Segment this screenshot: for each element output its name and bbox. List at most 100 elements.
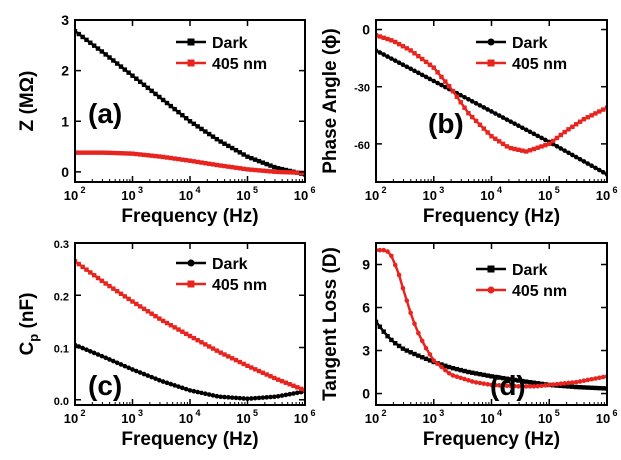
data-point bbox=[408, 48, 413, 53]
data-point bbox=[233, 165, 239, 170]
data-point bbox=[573, 154, 579, 160]
data-point bbox=[222, 394, 227, 400]
data-point bbox=[226, 164, 231, 169]
legend-label: 405 nm bbox=[212, 56, 267, 73]
data-point bbox=[581, 385, 587, 390]
legend-label: 405 nm bbox=[512, 56, 567, 73]
data-point bbox=[103, 281, 108, 286]
data-point bbox=[302, 388, 305, 393]
data-point bbox=[454, 366, 460, 372]
data-point bbox=[489, 134, 494, 139]
data-point bbox=[416, 70, 421, 76]
data-point bbox=[458, 375, 464, 381]
data-point bbox=[249, 155, 254, 161]
data-point bbox=[458, 92, 464, 98]
x-tick-label: 10 bbox=[480, 188, 494, 203]
legend-marker bbox=[487, 286, 495, 294]
data-point bbox=[245, 167, 250, 172]
data-point bbox=[214, 137, 220, 142]
x-tick-label: 10 bbox=[179, 188, 193, 203]
legend-marker bbox=[487, 265, 495, 273]
data-point bbox=[427, 62, 433, 67]
data-point bbox=[527, 148, 533, 153]
data-point bbox=[531, 380, 537, 385]
data-point bbox=[218, 139, 223, 144]
data-point bbox=[252, 167, 258, 173]
data-point bbox=[577, 385, 583, 390]
data-point bbox=[427, 76, 433, 82]
x-tick-label: 10 bbox=[294, 411, 308, 426]
data-point bbox=[268, 394, 273, 400]
data-point bbox=[287, 170, 292, 175]
data-point bbox=[485, 130, 490, 135]
data-point bbox=[520, 125, 525, 131]
data-point bbox=[218, 394, 223, 400]
data-point bbox=[477, 371, 483, 377]
data-point bbox=[443, 367, 448, 373]
data-point bbox=[585, 377, 591, 383]
data-point bbox=[462, 105, 467, 110]
data-point bbox=[229, 164, 235, 170]
data-point bbox=[527, 129, 533, 135]
data-point bbox=[477, 380, 483, 386]
data-point bbox=[75, 28, 78, 34]
data-point bbox=[385, 249, 390, 254]
x-tick-label: 10 bbox=[423, 411, 437, 426]
data-point bbox=[172, 383, 177, 388]
legend-label: Dark bbox=[212, 256, 248, 273]
data-point bbox=[431, 65, 436, 70]
x-tick-exponent: 4 bbox=[195, 185, 200, 195]
data-point bbox=[264, 168, 269, 174]
x-axis-label: Frequency (Hz) bbox=[121, 429, 258, 450]
y-tick-label: 3 bbox=[61, 12, 69, 28]
y-tick-label: 0 bbox=[362, 386, 370, 402]
data-point bbox=[493, 374, 498, 380]
data-point bbox=[153, 376, 158, 381]
data-point bbox=[195, 159, 200, 165]
data-point bbox=[291, 170, 296, 175]
data-point bbox=[577, 119, 583, 124]
data-point bbox=[122, 151, 128, 156]
data-point bbox=[126, 365, 131, 371]
data-point bbox=[256, 158, 262, 164]
data-point bbox=[381, 52, 387, 57]
data-point bbox=[376, 319, 379, 325]
data-point bbox=[404, 298, 410, 303]
data-point bbox=[233, 148, 239, 153]
data-point bbox=[412, 68, 417, 74]
data-point bbox=[446, 370, 452, 376]
data-point bbox=[427, 352, 433, 357]
x-tick-label: 10 bbox=[236, 188, 250, 203]
data-point bbox=[558, 132, 563, 138]
data-point bbox=[473, 380, 479, 385]
panel-label: (c) bbox=[88, 370, 122, 401]
data-point bbox=[75, 259, 78, 264]
legend-entry: Dark bbox=[476, 262, 548, 279]
data-point bbox=[76, 31, 82, 37]
data-point bbox=[404, 348, 409, 353]
data-point bbox=[99, 278, 105, 284]
legend-marker bbox=[187, 38, 195, 46]
data-point bbox=[577, 379, 583, 384]
data-point bbox=[237, 166, 243, 171]
data-point bbox=[450, 89, 456, 94]
data-point bbox=[88, 40, 93, 45]
data-point bbox=[222, 163, 227, 169]
legend-marker bbox=[187, 280, 195, 288]
y-tick-label: 6 bbox=[362, 300, 370, 316]
data-point bbox=[535, 133, 540, 139]
data-point bbox=[229, 145, 235, 151]
data-point bbox=[279, 393, 285, 398]
data-point bbox=[114, 61, 120, 66]
data-point bbox=[291, 383, 296, 388]
data-point bbox=[283, 170, 289, 175]
data-point bbox=[570, 152, 575, 158]
data-point bbox=[149, 153, 154, 158]
data-point bbox=[566, 384, 571, 389]
data-point bbox=[99, 49, 105, 54]
data-point bbox=[122, 363, 128, 369]
data-point bbox=[593, 376, 598, 381]
data-point bbox=[597, 385, 602, 391]
data-point bbox=[566, 127, 571, 132]
data-point bbox=[581, 378, 587, 384]
